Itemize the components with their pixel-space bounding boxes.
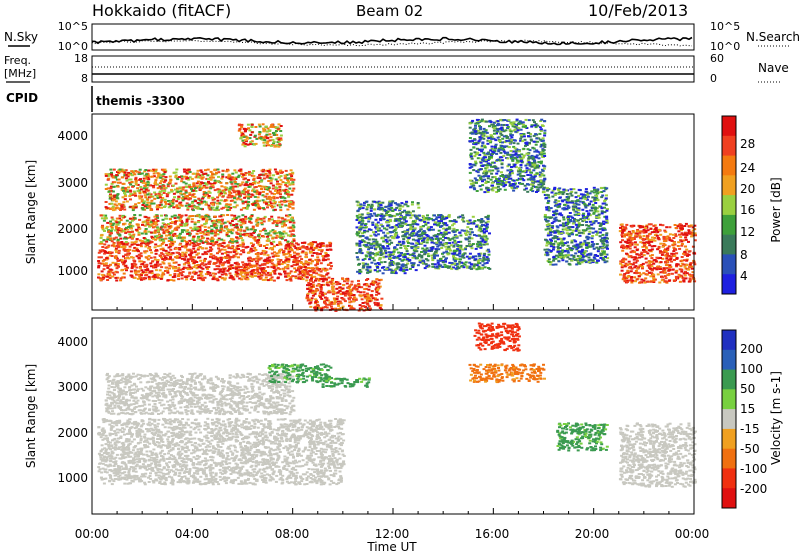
freq-left-tick-bottom: 8 (81, 72, 88, 85)
power-cbar-tick-8: 8 (740, 248, 748, 262)
noise-left-tick-top: 10^5 (58, 20, 88, 33)
noise-right-label: N.Search (746, 30, 800, 44)
nave-right-label: Nave (758, 61, 789, 75)
power-cbar-swatch-4 (722, 195, 736, 215)
x-tick-2400: 00:00 (675, 527, 710, 541)
power-cbar-swatch-2 (722, 156, 736, 176)
freq-left-tick-top: 18 (74, 52, 88, 65)
beam-title: Beam 02 (356, 2, 423, 20)
velocity-cbar-swatch-0 (722, 330, 736, 350)
nave-right-tick-top: 60 (710, 52, 724, 65)
date-title: 10/Feb/2013 (588, 1, 688, 20)
velocity-colorbar (722, 330, 736, 509)
velocity-cbar-tick-m50: -50 (740, 442, 760, 456)
x-tick-1200: 12:00 (375, 527, 410, 541)
velocity-cbar-tick-100: 100 (740, 362, 763, 376)
noise-panel-frame (92, 24, 694, 50)
velocity-cbar-swatch-3 (722, 389, 736, 409)
power-cbar-tick-28: 28 (740, 137, 755, 151)
power-cbar-swatch-7 (722, 254, 736, 274)
velocity-ytick-1000: 1000 (57, 471, 88, 485)
power-cbar-swatch-8 (722, 274, 736, 294)
power-cbar-swatch-3 (722, 175, 736, 195)
station-title: Hokkaido (fitACF) (92, 1, 231, 20)
velocity-cbar-swatch-2 (722, 370, 736, 390)
freq-panel-frame (92, 56, 694, 82)
velocity-ytick-3000: 3000 (57, 380, 88, 394)
x-tick-0000: 00:00 (75, 527, 110, 541)
velocity-cbar-tick-m200: -200 (740, 482, 767, 496)
velocity-ylabel: Slant Range [km] (24, 364, 38, 468)
velocity-cbar-swatch-8 (722, 488, 736, 508)
power-ytick-3000: 3000 (57, 176, 88, 190)
power-cbar-tick-4: 4 (740, 269, 748, 283)
cpid-label: CPID (6, 91, 38, 105)
x-tick-1600: 16:00 (475, 527, 510, 541)
power-cbar-swatch-6 (722, 235, 736, 255)
velocity-ytick-2000: 2000 (57, 426, 88, 440)
velocity-cbar-swatch-4 (722, 409, 736, 429)
x-axis-label: Time UT (366, 540, 417, 554)
velocity-cbar-label: Velocity [m s-1] (769, 371, 783, 465)
velocity-cbar-tick-m100: -100 (740, 462, 767, 476)
power-cbar-tick-16: 16 (740, 203, 755, 217)
power-cbar-tick-20: 20 (740, 182, 755, 196)
power-cbar-label: Power [dB] (769, 177, 783, 242)
power-cbar-swatch-5 (722, 215, 736, 235)
velocity-panel-background (92, 318, 694, 514)
velocity-cbar-swatch-1 (722, 350, 736, 370)
power-colorbar (722, 116, 736, 295)
power-ytick-1000: 1000 (57, 264, 88, 278)
velocity-cbar-tick-m15: -15 (740, 422, 760, 436)
freq-left-label-2: [MHz] (4, 67, 36, 80)
cpid-text: themis -3300 (96, 94, 185, 108)
velocity-ytick-4000: 4000 (57, 335, 88, 349)
power-ytick-4000: 4000 (57, 129, 88, 143)
velocity-cbar-swatch-6 (722, 449, 736, 469)
power-cbar-tick-12: 12 (740, 225, 755, 239)
x-tick-0800: 08:00 (275, 527, 310, 541)
velocity-cbar-swatch-7 (722, 468, 736, 488)
x-tick-0400: 04:00 (175, 527, 210, 541)
nave-right-tick-bottom: 0 (710, 72, 717, 85)
noise-left-label: N.Sky (4, 30, 38, 44)
power-cbar-tick-24: 24 (740, 161, 755, 175)
velocity-cbar-tick-200: 200 (740, 342, 763, 356)
power-ylabel: Slant Range [km] (24, 160, 38, 264)
velocity-cbar-swatch-5 (722, 429, 736, 449)
velocity-cbar-tick-15: 15 (740, 402, 755, 416)
power-cbar-swatch-0 (722, 116, 736, 136)
x-tick-2000: 20:00 (575, 527, 610, 541)
freq-left-label-1: Freq. (4, 54, 31, 67)
power-ytick-2000: 2000 (57, 222, 88, 236)
noise-right-tick-top: 10^5 (710, 20, 740, 33)
velocity-cbar-tick-50: 50 (740, 382, 755, 396)
power-cbar-swatch-1 (722, 136, 736, 156)
